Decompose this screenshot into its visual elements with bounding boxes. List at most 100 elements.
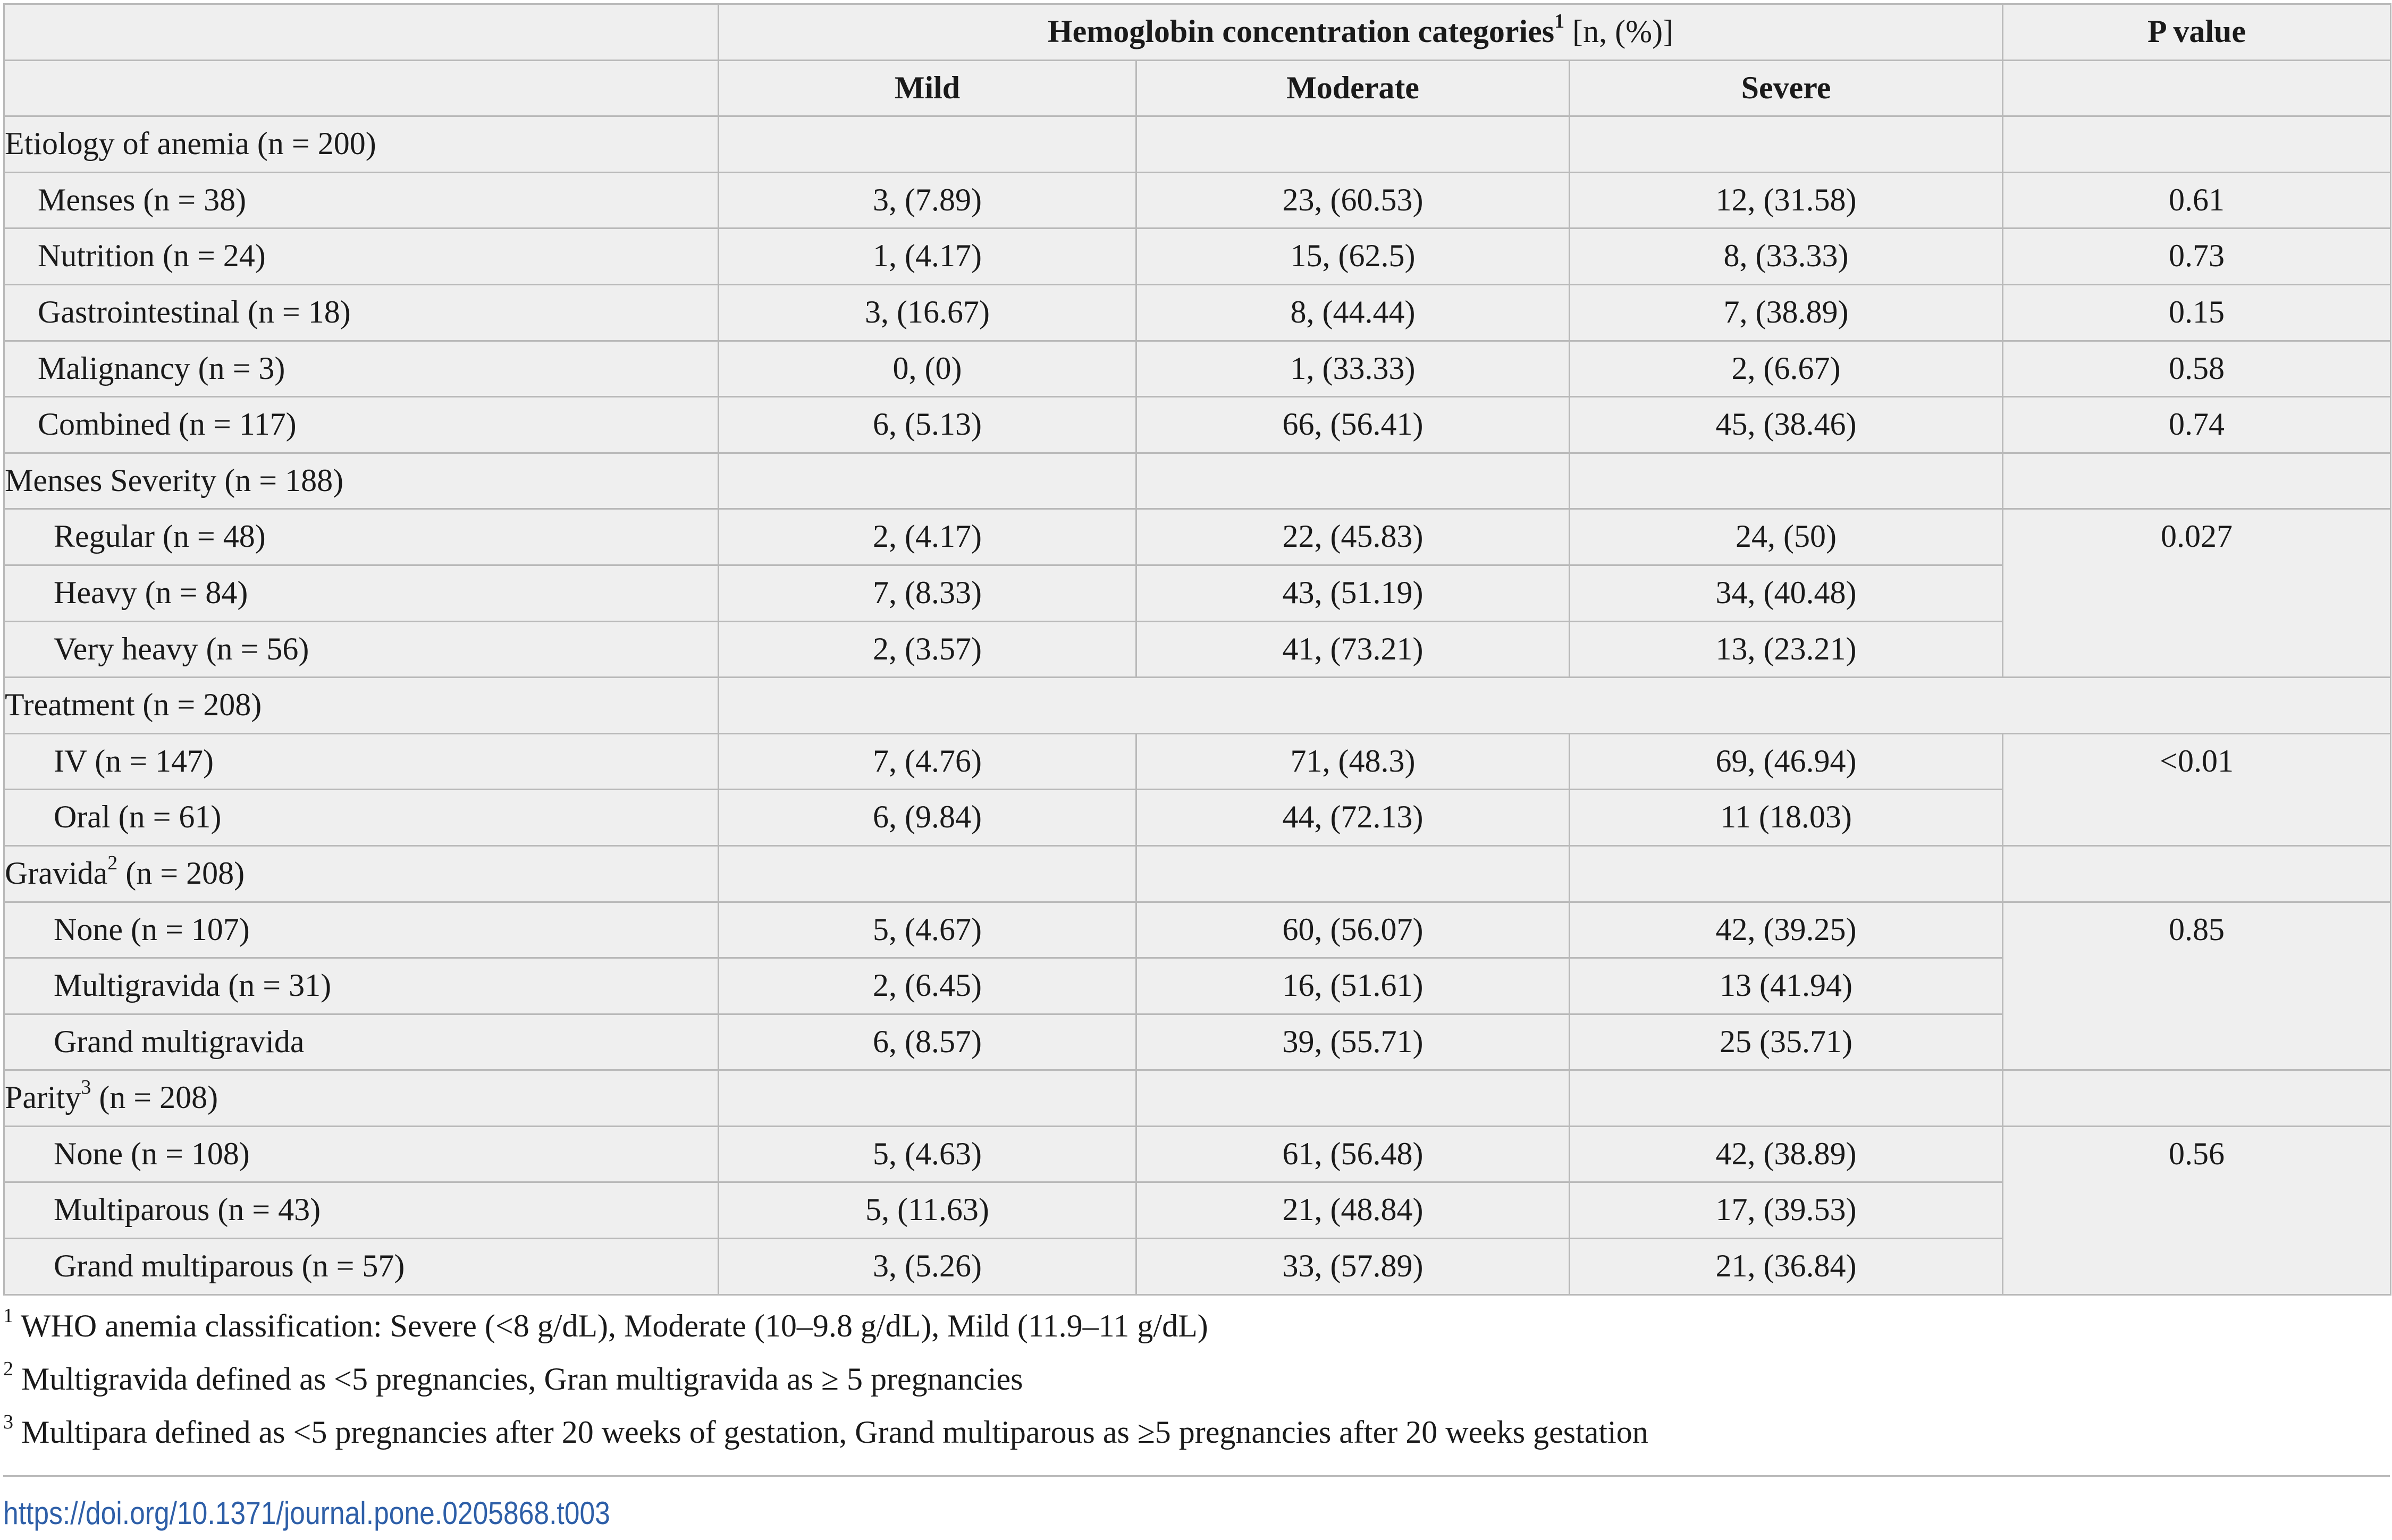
cell-mild: 5, (4.67) [718,901,1137,959]
empty-cell [1135,452,1570,510]
section-label-suffix: (n = 208) [125,855,245,891]
table-row: Menses (n = 38) 3, (7.89) 23, (60.53) 12… [3,171,2392,230]
cell-pvalue: 0.73 [2002,227,2392,285]
cell-severe: 13 (41.94) [1568,957,2004,1015]
cell-moderate: 22, (45.83) [1135,508,1570,566]
empty-cell [718,1069,1137,1127]
cell-mild: 1, (4.17) [718,227,1137,285]
cell-moderate: 16, (51.61) [1135,957,1570,1015]
header-pvalue: P value [2002,3,2392,61]
section-label: Menses Severity (n = 188) [3,452,719,510]
cell-severe: 11 (18.03) [1568,789,2004,847]
table-row: Heavy (n = 84) 7, (8.33) 43, (51.19) 34,… [3,564,2391,622]
empty-cell [1568,844,2004,903]
section-row-etiology: Etiology of anemia (n = 200) [3,115,2392,173]
cell-severe: 7, (38.89) [1568,283,2004,342]
table-row: Nutrition (n = 24) 1, (4.17) 15, (62.5) … [3,227,2392,285]
cell-mild: 3, (7.89) [718,171,1137,230]
header-group-label: Hemoglobin concentration categories [1047,14,1555,49]
cell-pvalue: 0.15 [2002,283,2392,342]
section-label-sup: 2 [107,851,118,874]
cell-moderate: 23, (60.53) [1135,171,1570,230]
cell-moderate: 61, (56.48) [1135,1125,1570,1183]
section-label: Parity3 (n = 208) [3,1069,719,1127]
section-row-gravida: Gravida2 (n = 208) [3,844,2392,903]
cell-moderate: 41, (73.21) [1135,620,1570,679]
cell-pvalue: 0.85 [2002,901,2392,1071]
row-label: Multiparous (n = 43) [3,1181,719,1240]
row-label: Very heavy (n = 56) [3,620,719,679]
footnote-1: 1 WHO anemia classification: Severe (<8 … [3,1299,2390,1352]
cell-mild: 3, (16.67) [718,283,1137,342]
table-row: Oral (n = 61) 6, (9.84) 44, (72.13) 11 (… [3,789,2391,847]
table-row: IV (n = 147) 7, (4.76) 71, (48.3) 69, (4… [3,732,2392,847]
row-label: None (n = 107) [3,901,719,959]
row-label: Oral (n = 61) [3,789,719,847]
footnotes: 1 WHO anemia classification: Severe (<8 … [3,1299,2390,1459]
footnote-text: WHO anemia classification: Severe (<8 g/… [20,1308,1208,1343]
section-label: Gravida2 (n = 208) [3,844,719,903]
row-label: None (n = 108) [3,1125,719,1183]
section-label: Etiology of anemia (n = 200) [3,115,719,173]
row-label: Nutrition (n = 24) [3,227,719,285]
cell-pvalue: <0.01 [2002,732,2392,847]
cell-mild: 3, (5.26) [718,1238,1137,1296]
cell-severe: 25 (35.71) [1568,1013,2004,1071]
cell-severe: 45, (38.46) [1568,396,2004,454]
cell-severe: 12, (31.58) [1568,171,2004,230]
header-group-suffix: [n, (%)] [1572,14,1674,49]
header-hemoglobin-group: Hemoglobin concentration categories1 [n,… [717,3,2004,61]
anemia-table: Hemoglobin concentration categories1 [n,… [3,3,2392,1296]
section-label-suffix: (n = 208) [99,1080,218,1115]
table-row: Gastrointestinal (n = 18) 3, (16.67) 8, … [3,283,2392,342]
cell-pvalue: 0.56 [2002,1125,2392,1296]
empty-cell [718,115,1137,173]
header-empty-cell [3,3,719,61]
row-label: Heavy (n = 84) [3,564,719,622]
footnote-mark: 3 [3,1411,13,1433]
row-label: Grand multiparous (n = 57) [3,1238,719,1296]
cell-mild: 5, (4.63) [718,1125,1137,1183]
cell-mild: 6, (5.13) [718,396,1137,454]
cell-severe: 2, (6.67) [1568,340,2004,398]
empty-cell [2002,1069,2392,1127]
cell-severe: 24, (50) [1568,508,2004,566]
cell-pvalue: 0.74 [2002,396,2392,454]
section-label: Treatment (n = 208) [3,676,719,734]
cell-moderate: 71, (48.3) [1135,732,1570,791]
cell-pvalue: 0.027 [2002,508,2392,679]
header-group-sup: 1 [1554,10,1565,32]
section-label-sup: 3 [81,1076,91,1099]
cell-pvalue: 0.58 [2002,340,2392,398]
footnote-text: Multipara defined as <5 pregnancies afte… [21,1415,1648,1450]
doi-link[interactable]: https://doi.org/10.1371/journal.pone.020… [3,1495,610,1531]
table-row: Regular (n = 48) 2, (4.17) 22, (45.83) 2… [3,508,2392,679]
empty-cell [717,676,2392,734]
header-row-group: Hemoglobin concentration categories1 [n,… [3,3,2392,61]
footnote-text: Multigravida defined as <5 pregnancies, … [21,1361,1023,1397]
table-row: Grand multigravida 6, (8.57) 39, (55.71)… [3,1013,2391,1071]
empty-cell [2002,844,2392,903]
cell-moderate: 1, (33.33) [1135,340,1570,398]
cell-moderate: 21, (48.84) [1135,1181,1570,1240]
table-row: Very heavy (n = 56) 2, (3.57) 41, (73.21… [3,620,2391,679]
header-moderate: Moderate [1135,59,1570,117]
cell-severe: 42, (39.25) [1568,901,2004,959]
empty-cell [2002,452,2392,510]
empty-cell [718,844,1137,903]
header-row-categories: Mild Moderate Severe [3,59,2392,117]
footnote-2: 2 Multigravida defined as <5 pregnancies… [3,1352,2390,1406]
table-row: Combined (n = 117) 6, (5.13) 66, (56.41)… [3,396,2392,454]
row-label: Menses (n = 38) [3,171,719,230]
cell-moderate: 8, (44.44) [1135,283,1570,342]
cell-moderate: 43, (51.19) [1135,564,1570,622]
cell-moderate: 39, (55.71) [1135,1013,1570,1071]
cell-moderate: 33, (57.89) [1135,1238,1570,1296]
header-empty-cell [2002,59,2392,117]
footnote-mark: 2 [3,1358,13,1380]
cell-mild: 7, (8.33) [718,564,1137,622]
footer-divider [3,1475,2390,1477]
cell-mild: 6, (9.84) [718,789,1137,847]
cell-mild: 5, (11.63) [718,1181,1137,1240]
row-label: Malignancy (n = 3) [3,340,719,398]
